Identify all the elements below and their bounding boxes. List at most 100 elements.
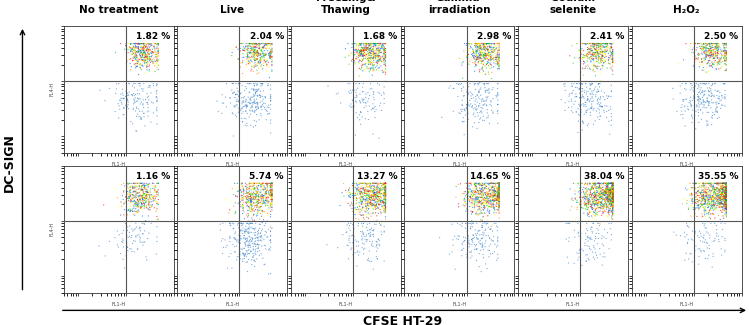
- Point: [714, 195, 726, 200]
- Point: [357, 212, 369, 217]
- Point: [475, 105, 487, 110]
- Point: [472, 188, 484, 193]
- Point: [150, 52, 162, 57]
- Point: [461, 181, 473, 186]
- Point: [131, 233, 143, 238]
- Point: [256, 201, 268, 206]
- Point: [242, 189, 254, 195]
- Point: [380, 197, 392, 202]
- Point: [371, 217, 383, 223]
- Point: [259, 262, 271, 267]
- Point: [363, 46, 374, 52]
- Point: [116, 204, 128, 209]
- Point: [686, 50, 698, 55]
- Point: [493, 188, 505, 193]
- Point: [258, 45, 270, 50]
- Point: [491, 52, 503, 57]
- Point: [253, 51, 265, 56]
- Point: [138, 111, 150, 116]
- Point: [366, 189, 378, 194]
- Point: [261, 109, 273, 114]
- Point: [493, 55, 505, 60]
- Point: [721, 187, 733, 192]
- Point: [351, 54, 363, 59]
- Point: [358, 50, 370, 55]
- Point: [266, 191, 278, 196]
- Point: [698, 92, 710, 97]
- Point: [134, 54, 146, 59]
- Point: [708, 48, 720, 53]
- Point: [492, 52, 504, 58]
- Point: [365, 46, 377, 52]
- Point: [249, 48, 261, 54]
- Point: [694, 102, 706, 108]
- Point: [365, 202, 377, 207]
- Point: [352, 248, 364, 254]
- Point: [696, 59, 708, 64]
- Point: [702, 191, 714, 197]
- Point: [118, 212, 130, 217]
- Point: [479, 51, 491, 56]
- Point: [587, 197, 599, 202]
- Point: [706, 94, 718, 99]
- Point: [718, 185, 730, 190]
- Point: [493, 181, 505, 186]
- Point: [479, 197, 491, 202]
- Point: [565, 81, 577, 86]
- Point: [491, 204, 503, 209]
- Point: [582, 200, 594, 205]
- Point: [721, 182, 733, 188]
- Point: [721, 186, 733, 191]
- Point: [251, 49, 263, 55]
- Point: [603, 196, 615, 201]
- Point: [587, 41, 599, 46]
- Point: [360, 234, 372, 239]
- Point: [248, 196, 260, 202]
- Point: [588, 181, 600, 186]
- Point: [151, 239, 163, 244]
- Point: [250, 188, 262, 193]
- Point: [473, 199, 485, 204]
- Point: [721, 196, 733, 201]
- Point: [595, 50, 607, 55]
- Point: [256, 41, 268, 46]
- Point: [130, 181, 142, 186]
- Point: [604, 181, 616, 186]
- Point: [464, 41, 476, 46]
- Point: [224, 221, 236, 226]
- Point: [369, 55, 380, 60]
- Point: [252, 241, 264, 247]
- Point: [251, 184, 263, 189]
- Point: [693, 51, 705, 57]
- Point: [564, 53, 576, 58]
- Point: [354, 204, 366, 209]
- Point: [374, 186, 386, 191]
- Point: [604, 194, 616, 199]
- Point: [374, 42, 386, 47]
- Point: [463, 102, 475, 108]
- Point: [482, 47, 494, 52]
- Point: [583, 200, 595, 205]
- Point: [264, 185, 276, 190]
- Point: [688, 207, 700, 212]
- Point: [266, 42, 278, 47]
- Point: [241, 59, 253, 64]
- Point: [714, 207, 726, 213]
- Point: [130, 183, 142, 188]
- Point: [244, 50, 256, 55]
- Point: [473, 41, 485, 46]
- Point: [249, 181, 261, 186]
- Point: [360, 47, 372, 52]
- Point: [607, 196, 619, 201]
- Point: [698, 44, 710, 49]
- Point: [149, 196, 161, 201]
- Point: [489, 242, 501, 247]
- Point: [577, 92, 589, 98]
- Point: [580, 64, 592, 69]
- Point: [152, 197, 164, 202]
- Point: [142, 84, 154, 90]
- Point: [239, 227, 251, 232]
- Point: [607, 196, 619, 201]
- Point: [257, 194, 269, 200]
- Point: [351, 44, 363, 49]
